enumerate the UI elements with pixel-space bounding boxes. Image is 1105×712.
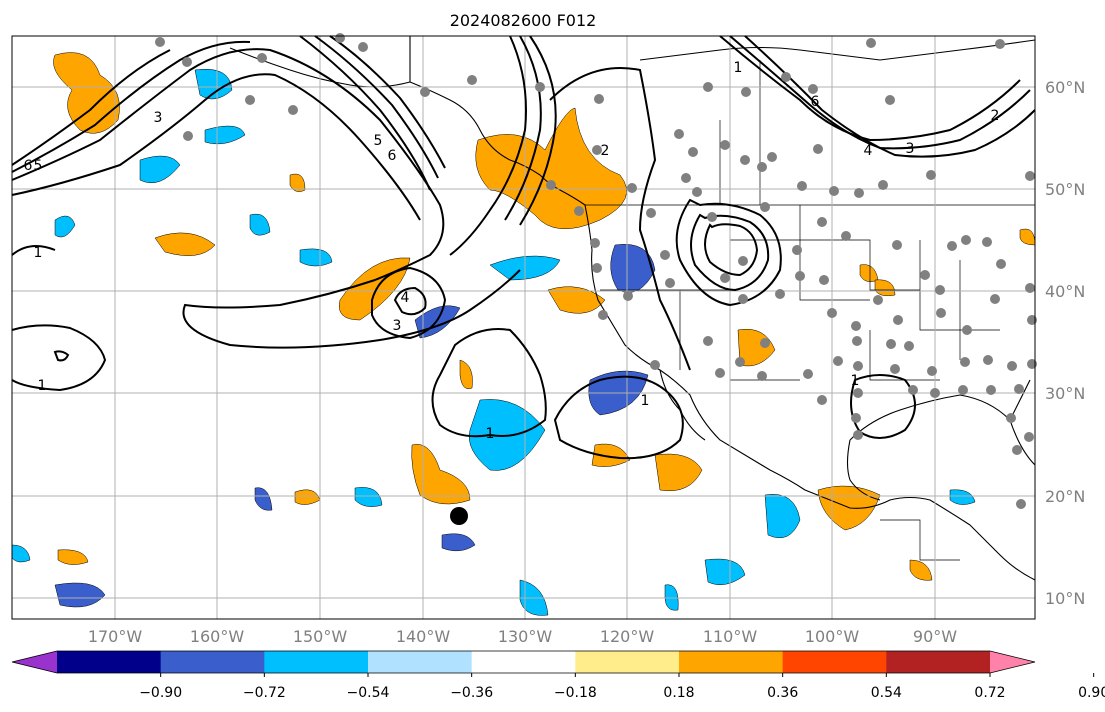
contour-label: 1 (38, 378, 47, 394)
contour-label: 1 (34, 245, 43, 261)
contour-label: 3 (393, 318, 402, 334)
colorbar-tick-label: −0.54 (347, 685, 390, 701)
colorbar-segment (782, 651, 887, 673)
colorbar-segment (471, 651, 576, 673)
lat-axis: 60°N 50°N 40°N 30°N 20°N 10°N (1045, 78, 1085, 608)
lon-tick-label: 110°W (703, 627, 758, 646)
colorbar-tick-label: 0.72 (974, 685, 1005, 701)
lat-tick-label: 20°N (1045, 487, 1085, 506)
colorbar-tick-label: 0.18 (663, 685, 694, 701)
colorbar-segment (886, 651, 991, 673)
lon-axis: 170°W 160°W 150°W 140°W 130°W 120°W 110°… (88, 627, 957, 646)
lon-tick-label: 90°W (913, 627, 957, 646)
contour-label: 1 (486, 426, 495, 442)
contour-label: 5 (374, 133, 383, 149)
colorbar-segment (368, 651, 473, 673)
gridlines (12, 36, 1035, 619)
storm-center-marker (450, 507, 468, 525)
contours (11, 35, 1036, 460)
coastlines (229, 36, 1036, 581)
colorbar-segment (575, 651, 680, 673)
contour-label: 4 (401, 290, 410, 306)
anomaly-shading (11, 52, 1036, 616)
contour-label: 1 (734, 60, 743, 76)
colorbar-segment (160, 651, 265, 673)
map-panel: 1 1 1 1 1 1 2 2 3 3 3 4 4 5 5 6 6 6 (11, 33, 1037, 620)
lon-tick-label: 100°W (805, 627, 860, 646)
contour-label: 3 (154, 110, 163, 126)
contour-label: 1 (641, 393, 650, 409)
colorbar-extend-low (12, 651, 57, 673)
contour-label: 3 (906, 141, 915, 157)
colorbar-tick-label: −0.18 (554, 685, 597, 701)
colorbar-tick-label: −0.90 (139, 685, 182, 701)
colorbar-outline (11, 650, 1036, 674)
lon-tick-label: 150°W (293, 627, 348, 646)
colorbar-extend-high (990, 651, 1035, 673)
lon-tick-label: 170°W (88, 627, 143, 646)
lon-tick-label: 120°W (600, 627, 655, 646)
colorbar-tick-label: 0.90 (1078, 685, 1105, 701)
lat-tick-label: 60°N (1045, 78, 1085, 97)
colorbar-tick-label: 0.36 (767, 685, 798, 701)
colorbar-segment (57, 651, 162, 673)
lon-tick-label: 160°W (190, 627, 245, 646)
lat-tick-label: 10°N (1045, 589, 1085, 608)
contour-label: 5 (34, 158, 43, 174)
contour-label: 2 (991, 108, 1000, 124)
figure-title: 2024082600 F012 (450, 11, 597, 30)
colorbar-segment (679, 651, 784, 673)
contour-label: 4 (864, 143, 873, 159)
station-markers (155, 33, 1037, 509)
lon-tick-label: 130°W (498, 627, 553, 646)
contour-label: 2 (601, 143, 610, 159)
lat-tick-label: 40°N (1045, 282, 1085, 301)
contour-label: 6 (811, 94, 820, 110)
contour-label-group: 1 1 1 1 1 1 2 2 3 3 3 4 4 5 5 6 6 6 (24, 60, 1000, 442)
colorbar-tick-label: 0.54 (871, 685, 902, 701)
lat-tick-label: 50°N (1045, 180, 1085, 199)
colorbar-tick-label: −0.72 (243, 685, 286, 701)
contour-label: 1 (851, 373, 860, 389)
contour-label: 6 (24, 158, 33, 174)
colorbar-segment (264, 651, 369, 673)
colorbar-tick-label: −0.36 (450, 685, 493, 701)
contour-label: 6 (388, 148, 397, 164)
colorbar: −0.90 −0.72 −0.54 −0.36 −0.18 0.18 0.36 0.54 0.7… (11, 650, 1105, 701)
lon-tick-label: 140°W (396, 627, 451, 646)
lat-tick-label: 30°N (1045, 384, 1085, 403)
